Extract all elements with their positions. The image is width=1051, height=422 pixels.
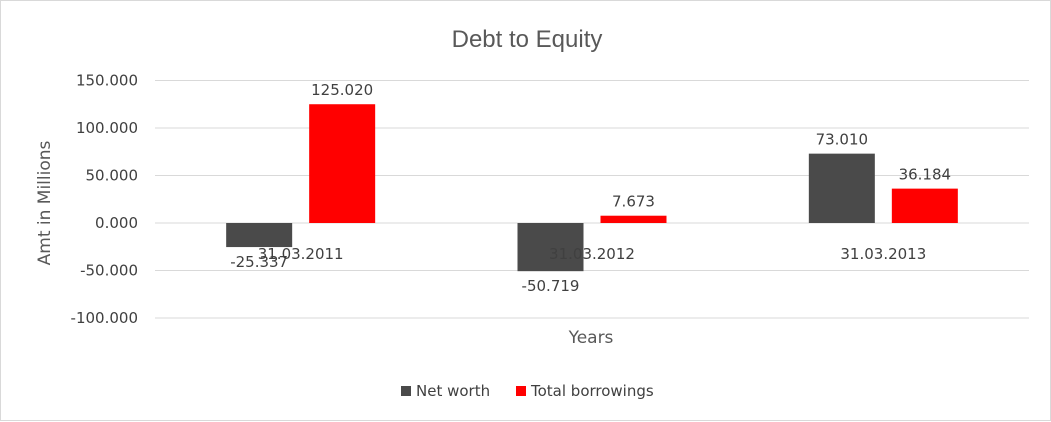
data-label: 125.020 xyxy=(311,81,373,99)
gridlines xyxy=(155,80,1029,319)
legend-swatch xyxy=(516,386,526,396)
x-axis-title: Years xyxy=(568,328,614,348)
data-label: 36.184 xyxy=(899,166,952,184)
chart-title: Debt to Equity xyxy=(452,26,603,53)
data-label: -50.719 xyxy=(522,277,580,295)
y-tick-label: -100.000 xyxy=(71,309,138,327)
data-label: 7.673 xyxy=(612,193,655,211)
bar xyxy=(226,223,293,248)
legend-label: Total borrowings xyxy=(530,382,654,400)
data-label: -25.337 xyxy=(230,253,288,271)
bar xyxy=(309,104,376,223)
bar xyxy=(808,153,875,223)
bar xyxy=(600,215,667,223)
bars xyxy=(226,104,958,272)
y-tick-label: 0.000 xyxy=(95,214,138,232)
y-axis-title: Amt in Millions xyxy=(35,140,55,265)
bar xyxy=(891,188,958,223)
data-labels: -25.337 125.020 -50.719 7.673 73.010 36.184 xyxy=(230,81,951,295)
data-label: 73.010 xyxy=(816,131,869,149)
legend-swatch xyxy=(401,386,411,396)
legend: Net worth Total borrowings xyxy=(401,382,654,400)
y-tick-label: 50.000 xyxy=(86,167,139,185)
y-tick-label: -50.000 xyxy=(80,262,138,280)
y-tick-label: 100.000 xyxy=(76,119,138,137)
category-label: 31.03.2011 xyxy=(258,245,344,263)
bar xyxy=(517,223,584,272)
category-labels: 31.03.2011 31.03.2012 31.03.2013 xyxy=(258,245,927,263)
y-tick-labels: 150.000 100.000 50.000 0.000 -50.000 -100.000 xyxy=(71,72,138,328)
legend-label: Net worth xyxy=(416,382,490,400)
y-tick-label: 150.000 xyxy=(76,72,138,90)
category-label: 31.03.2013 xyxy=(840,245,926,263)
category-label: 31.03.2012 xyxy=(549,245,635,263)
